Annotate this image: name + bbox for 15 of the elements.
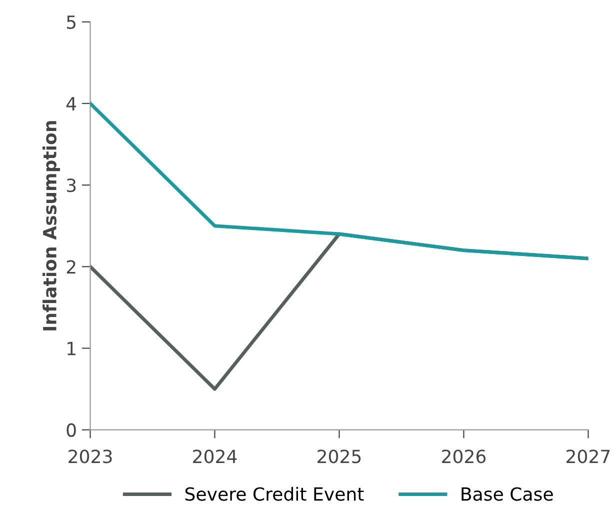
y-tick-label: 5 <box>66 16 76 29</box>
x-tick-label: 2027 <box>566 450 610 464</box>
x-tick-label: 2025 <box>318 450 361 464</box>
legend-label: Severe Credit Event <box>185 486 364 501</box>
y-axis-title: Inflation Assumption <box>42 121 60 330</box>
x-tick-label: 2026 <box>442 450 486 464</box>
y-tick-label: 3 <box>66 178 76 192</box>
legend-label: Base Case <box>462 487 553 501</box>
line-series <box>90 102 588 260</box>
x-tick-label: 2024 <box>193 450 237 464</box>
y-tick-label: 1 <box>68 342 76 356</box>
y-tick-label: 4 <box>66 97 76 110</box>
x-tick-label: 2023 <box>68 450 112 464</box>
y-tick-label: 2 <box>66 260 76 274</box>
y-tick-label: 0 <box>66 423 76 437</box>
